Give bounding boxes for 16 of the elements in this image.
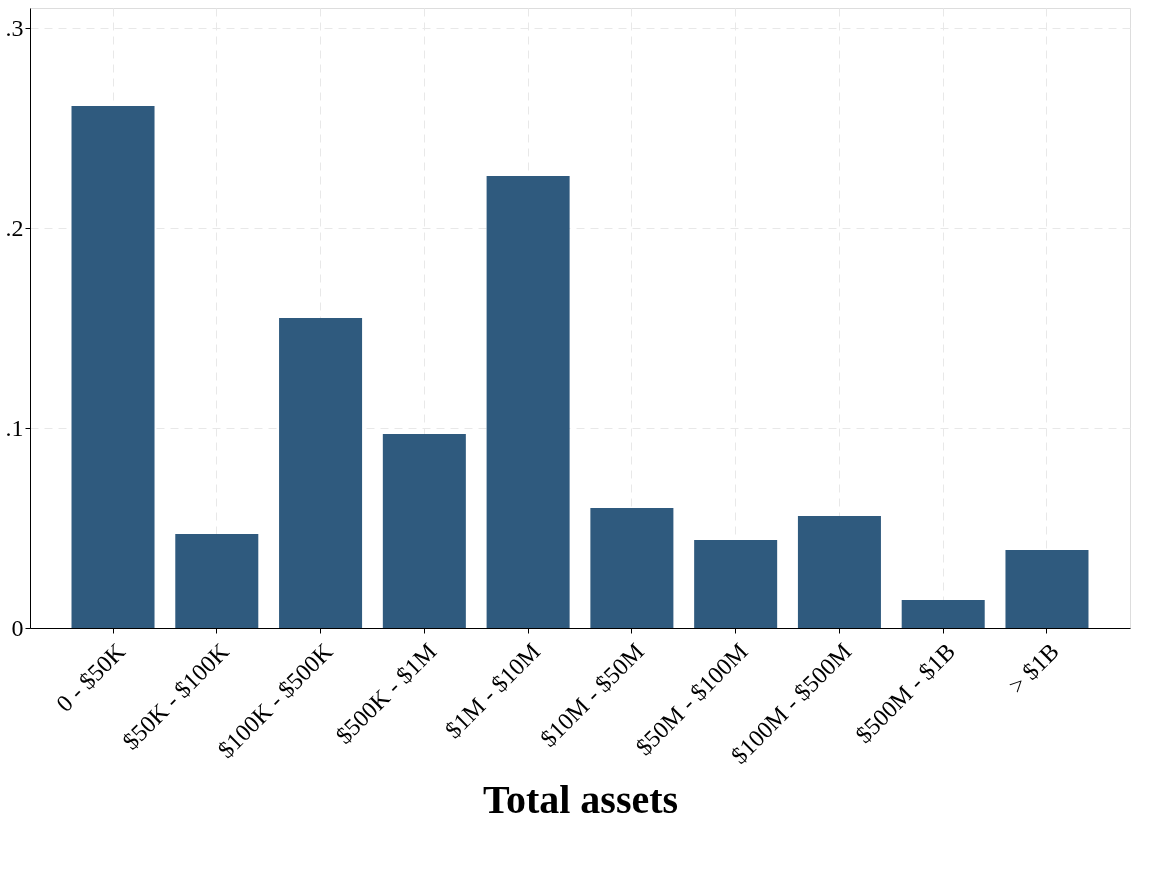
bar [175, 534, 259, 628]
x-tick-label: > $1B [1003, 638, 1064, 699]
bar [1005, 550, 1089, 628]
bar [901, 600, 985, 628]
y-tick-label: .1 [5, 414, 24, 441]
y-tick-label: .2 [5, 214, 24, 241]
bar [797, 516, 881, 628]
bar [590, 508, 674, 628]
y-tick-label: 0 [11, 614, 24, 641]
y-tick-label: .3 [5, 14, 24, 41]
bar [486, 176, 570, 628]
bar [279, 318, 363, 628]
bar [694, 540, 778, 628]
bar [382, 434, 466, 628]
bar [71, 106, 155, 628]
x-axis-title: Total assets [482, 776, 679, 822]
